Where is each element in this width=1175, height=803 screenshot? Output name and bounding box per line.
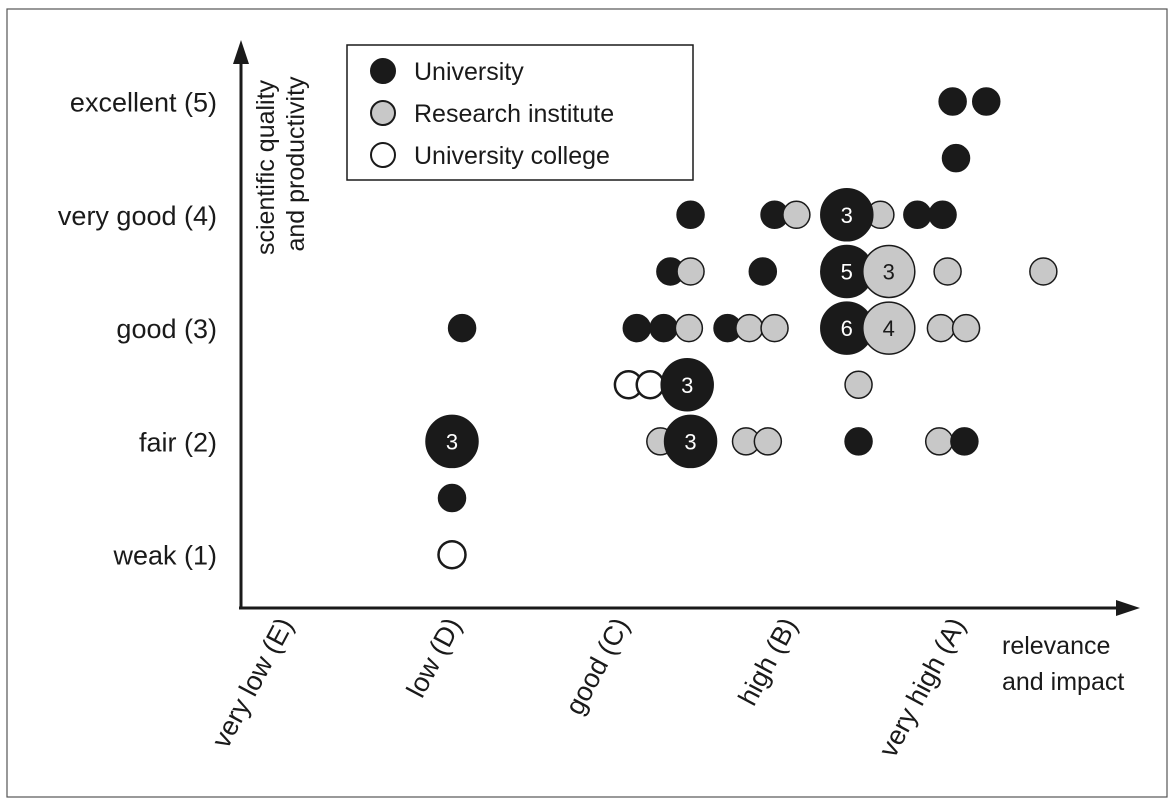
x-axis-arrow xyxy=(1116,600,1140,616)
point-university xyxy=(938,87,967,116)
axes xyxy=(233,40,1140,616)
point-institute xyxy=(1029,257,1058,286)
point-university xyxy=(649,313,678,343)
point-university xyxy=(748,257,778,286)
point-university xyxy=(676,200,705,230)
legend-marker-institute xyxy=(370,100,396,126)
data-points: 3 5 3 6 4 3 3 3 xyxy=(425,87,1058,570)
point-count-label: 5 xyxy=(841,259,853,284)
point-count-label: 3 xyxy=(681,373,693,398)
point-institute xyxy=(924,427,954,456)
legend-label-college: University college xyxy=(414,142,610,170)
point-institute xyxy=(926,313,956,343)
point-university xyxy=(950,427,979,456)
legend-label-university: University xyxy=(414,58,524,86)
point-count-label: 3 xyxy=(684,429,696,454)
point-institute xyxy=(760,313,789,343)
y-tick-label: very good (4) xyxy=(58,201,217,231)
x-axis-title-line-2: and impact xyxy=(1002,668,1124,696)
y-tick-label: excellent (5) xyxy=(70,88,217,118)
point-university xyxy=(437,483,467,513)
point-university xyxy=(971,87,1001,116)
point-institute xyxy=(735,313,764,343)
point-institute xyxy=(933,257,962,286)
x-axis-title-line-1: relevance xyxy=(1002,632,1110,660)
point-count-label: 3 xyxy=(883,259,895,284)
point-institute xyxy=(753,427,783,456)
legend-box xyxy=(346,44,694,181)
y-tick-labels: weak (1) fair (2) good (3) very good (4) exc… xyxy=(58,88,217,571)
point-university xyxy=(903,200,932,230)
point-university xyxy=(820,188,874,242)
legend: University Research institute University c… xyxy=(346,44,694,181)
legend-marker-university xyxy=(370,58,396,84)
y-axis-arrow xyxy=(233,40,249,64)
point-institute xyxy=(674,313,704,343)
point-university xyxy=(447,313,477,343)
point-university xyxy=(663,414,718,469)
x-axis-title: relevance and impact xyxy=(1002,632,1124,696)
point-institute xyxy=(676,257,705,286)
point-university xyxy=(928,200,957,230)
point-university xyxy=(844,427,873,456)
point-institute xyxy=(862,301,916,355)
point-college xyxy=(437,539,467,570)
point-count-label: 3 xyxy=(446,429,458,454)
point-institute xyxy=(782,200,811,230)
point-university xyxy=(425,414,479,469)
point-count-label: 6 xyxy=(841,316,853,341)
point-institute xyxy=(951,313,981,343)
y-tick-label: weak (1) xyxy=(112,541,217,571)
point-college xyxy=(635,370,665,400)
point-university xyxy=(941,143,971,173)
point-university xyxy=(660,358,714,412)
y-axis-title-line-1: scientific quality xyxy=(252,79,280,255)
point-count-label: 4 xyxy=(883,316,895,341)
point-count-label: 3 xyxy=(841,203,853,228)
y-tick-label: good (3) xyxy=(116,314,217,344)
y-axis-title-line-2: and productivity xyxy=(282,76,310,252)
y-tick-label: fair (2) xyxy=(139,427,217,457)
legend-label-institute: Research institute xyxy=(414,100,614,128)
legend-marker-college xyxy=(370,142,396,168)
y-axis-title: scientific quality and productivity xyxy=(252,73,310,255)
point-institute xyxy=(844,370,873,399)
point-institute xyxy=(862,244,916,299)
point-university xyxy=(622,313,652,343)
